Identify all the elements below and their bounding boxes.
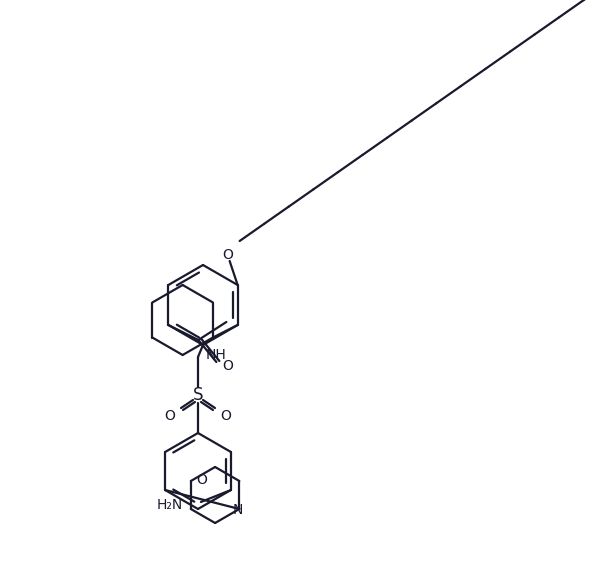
Text: S: S <box>193 386 203 404</box>
Text: O: O <box>165 409 175 423</box>
Text: O: O <box>221 409 232 423</box>
Text: N: N <box>232 503 243 517</box>
Text: NH: NH <box>206 348 227 362</box>
Text: H₂N: H₂N <box>157 498 183 512</box>
Text: O: O <box>222 248 233 262</box>
Text: O: O <box>196 473 207 487</box>
Text: O: O <box>223 359 234 373</box>
